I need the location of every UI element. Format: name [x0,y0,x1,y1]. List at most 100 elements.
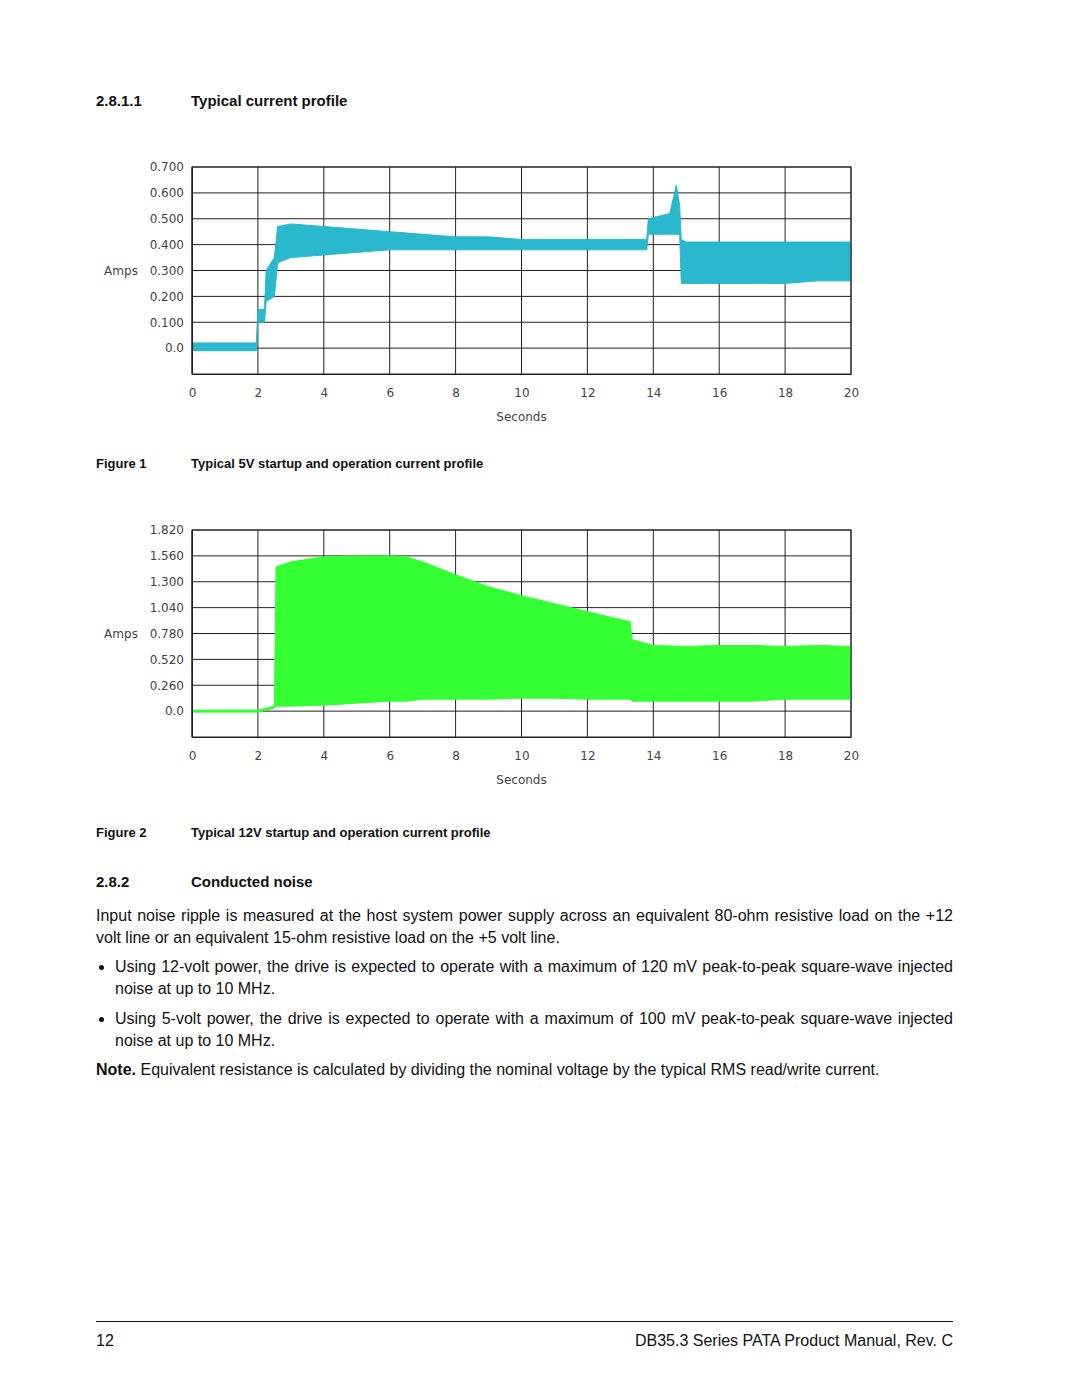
figure-number: Figure 2 [96,825,147,840]
tick: 0.260 [150,679,192,693]
tick: 2 [255,737,263,763]
note-text: Equivalent resistance is calculated by d… [140,1061,879,1078]
tick-label: 14 [646,386,661,400]
tick-label: 0.100 [150,316,184,330]
axis-line [192,531,193,738]
page-number: 12 [96,1330,114,1352]
axis-title: Seconds [496,410,546,424]
plot-frame [192,167,851,374]
plot-frame [192,530,851,737]
current-band [192,556,851,712]
tick-label: 0.0 [165,341,184,355]
figure-caption: Typical 12V startup and operation curren… [191,825,491,840]
grid-line [323,167,324,374]
tick-label: 2 [255,386,263,400]
grid-line [785,530,786,737]
tick-label: 4 [320,386,328,400]
grid-line [257,530,258,737]
tick-label: 0.600 [150,186,184,200]
bullet-item: Using 5-volt power, the drive is expecte… [115,1008,953,1052]
tick-label: 14 [646,749,661,763]
tick: 18 [778,737,793,763]
axis-title: Amps [104,627,138,641]
tick-label: 16 [712,749,727,763]
tick: 8 [452,374,460,400]
section-title: Conducted noise [191,873,313,890]
grid-line [257,167,258,374]
chart: 0.0 0.100 0.200 0.300 0.400 0.500 0.600 0.700 0 2… [104,160,859,424]
tick-label: 0 [189,749,197,763]
axis-line [192,168,193,375]
tick-label: 0.200 [150,290,184,304]
x-axis: 0 2 4 6 8 10 12 14 16 18 20 [189,737,859,763]
tick-label: 0.0 [165,704,184,718]
current-band [192,185,851,351]
tick: 8 [452,737,460,763]
grid [192,530,851,737]
tick: 1.560 [150,549,192,563]
footer-rule [96,1321,953,1322]
tick-label: 12 [580,749,595,763]
tick-label: 1.300 [150,575,184,589]
tick-label: 1.560 [150,549,184,563]
x-axis: 02468101214161820 [189,374,859,400]
figure-caption: Typical 5V startup and operation current… [191,456,483,471]
plot-area [192,556,851,712]
y-axis: 0.0 0.100 0.200 0.300 0.400 0.500 0.600 0.700 [150,160,193,374]
tick: 0.200 [150,290,192,304]
paragraph: Input noise ripple is measured at the ho… [96,905,953,949]
tick: 0.780 [150,627,192,641]
tick: 0.0 [165,704,192,718]
tick: 4 [320,737,328,763]
axis-title: Seconds [496,773,546,787]
tick-label: 12 [580,386,595,400]
note-space [136,1061,140,1078]
tick: 2 [255,374,263,400]
tick: 18 [778,374,793,400]
grid-line [389,167,390,374]
axis-line [193,374,852,375]
tick-label: 2 [255,749,263,763]
figure-number: Figure 1 [96,456,147,471]
tick: 0.100 [150,316,192,330]
bullet-item: Using 12-volt power, the drive is expect… [115,956,953,1000]
tick-label: 0 [189,386,197,400]
tick-label: 0.700 [150,160,184,174]
tick: 16 [712,374,727,400]
tick: 0.600 [150,186,192,200]
tick-label: 0.260 [150,679,184,693]
chart: 0.00.2600.5200.7801.0401.3001.5601.82002… [104,523,859,787]
tick-label: 16 [712,386,727,400]
tick: 6 [386,374,394,400]
note-label: Note. [96,1061,136,1078]
tick-label: 6 [386,749,394,763]
tick: 0.700 [150,160,192,174]
tick-label: 20 [844,749,859,763]
tick: 1.300 [150,575,192,589]
axis-title: Amps [104,264,138,278]
tick: 20 [844,737,859,763]
tick: 4 [320,374,328,400]
footer-title: DB35.3 Series PATA Product Manual, Rev. … [635,1330,953,1352]
tick-label: 0.500 [150,212,184,226]
tick-label: 10 [514,749,529,763]
bullet-list: Using 12-volt power, the drive is expect… [96,956,953,1060]
grid-line [521,167,522,374]
tick: 0 [189,737,197,763]
grid-line [653,167,654,374]
tick: 0.400 [150,238,192,252]
section-title: Typical current profile [191,92,347,109]
tick-label: 8 [452,386,460,400]
tick: 20 [844,374,859,400]
grid [192,167,851,374]
tick: 1.820 [150,523,192,537]
tick-label: 0.300 [150,264,184,278]
y-axis: 0.00.2600.5200.7801.0401.3001.5601.820 [150,523,193,737]
tick: 16 [712,737,727,763]
tick-label: 6 [386,386,394,400]
tick: 10 [514,737,529,763]
tick: 0.500 [150,212,192,226]
grid-line [455,167,456,374]
grid-line [587,167,588,374]
tick: 14 [646,374,661,400]
